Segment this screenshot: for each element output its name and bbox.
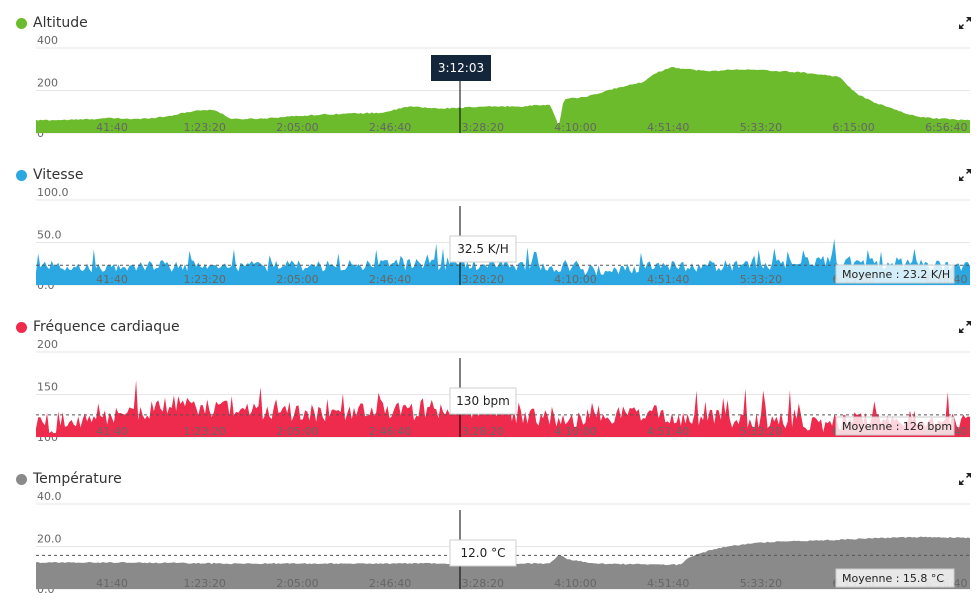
x-tick-label: 4:10:00 xyxy=(554,577,596,590)
x-tick-label: 4:10:00 xyxy=(554,425,596,438)
y-tick-label: 200 xyxy=(37,77,58,90)
chart-panel-vitesse: Vitesse 100.0 50.0 0.0 41:40 1:23:20 2:05:00 2:… xyxy=(0,152,980,304)
x-tick-label: 5:33:20 xyxy=(740,273,782,286)
y-tick-label: 400 xyxy=(37,34,58,47)
chart-plot: 100.050.00.0 41:40 1:23:20 2:05:00 2:46:40 3:… xyxy=(36,186,970,292)
x-tick-label: 5:33:20 xyxy=(740,577,782,590)
x-tick-label: 4:10:00 xyxy=(554,121,596,134)
legend-dot xyxy=(16,322,27,333)
chart-title: Température xyxy=(33,471,122,487)
x-tick-label: 2:46:40 xyxy=(369,577,411,590)
chart-title: Altitude xyxy=(33,15,88,31)
chart-title: Vitesse xyxy=(33,167,84,183)
area-series xyxy=(36,536,970,589)
area-series xyxy=(36,380,970,437)
x-tick-label: 4:51:40 xyxy=(647,121,689,134)
x-tick-label: 1:23:20 xyxy=(183,273,225,286)
x-tick-label: 4:51:40 xyxy=(647,425,689,438)
x-tick-label: 2:05:00 xyxy=(276,577,318,590)
x-tick-label: 41:40 xyxy=(96,121,128,134)
x-tick-label: 3:28:20 xyxy=(462,273,504,286)
area-series xyxy=(36,66,970,133)
x-tick-label: 3:28:20 xyxy=(462,577,504,590)
y-tick-label: 50.0 xyxy=(37,229,62,242)
chart-panel-frequence: Fréquence cardiaque 200 150 100 41:40 1:23:20… xyxy=(0,304,980,456)
cursor-tooltip-label: 130 bpm xyxy=(456,394,510,408)
x-tick-label: 3:28:20 xyxy=(462,425,504,438)
chart-plot: 400 200 0 41:40 1:23:20 2:05:00 2:46:40 3:28:20… xyxy=(36,34,970,140)
expand-icon[interactable] xyxy=(958,168,972,182)
x-tick-label: 1:23:20 xyxy=(183,121,225,134)
x-tick-label: 6:15:00 xyxy=(832,121,874,134)
chart-panel-altitude: Altitude 400 200 0 41:40 1:23:20 2:05:00 2:46:4… xyxy=(0,0,980,152)
x-tick-label: 6:56:40 xyxy=(925,121,967,134)
cursor-tooltip-label: 12.0 °C xyxy=(461,546,506,560)
x-tick-label: 1:23:20 xyxy=(183,425,225,438)
average-label: Moyenne : 15.8 °C xyxy=(842,572,944,585)
expand-icon[interactable] xyxy=(958,320,972,334)
average-label: Moyenne : 126 bpm xyxy=(842,420,952,433)
cursor-tooltip xyxy=(431,55,491,81)
y-tick-label: 0 xyxy=(37,127,44,140)
y-tick-label: 200 xyxy=(37,338,58,351)
chart-title: Fréquence cardiaque xyxy=(33,319,180,335)
x-tick-label: 5:33:20 xyxy=(740,121,782,134)
x-tick-label: 2:46:40 xyxy=(369,273,411,286)
x-tick-label: 2:46:40 xyxy=(369,425,411,438)
x-tick-label: 1:23:20 xyxy=(183,577,225,590)
chart-plot: 40.020.00.0 41:40 1:23:20 2:05:00 2:46:40 3:2… xyxy=(36,490,970,596)
x-tick-label: 2:46:40 xyxy=(369,121,411,134)
cursor-tooltip xyxy=(449,235,517,263)
cursor-tooltip-label: 3:12:03 xyxy=(438,61,484,75)
y-tick-label: 40.0 xyxy=(37,490,62,503)
area-series xyxy=(36,238,970,285)
x-tick-label: 4:51:40 xyxy=(647,577,689,590)
x-tick-label: 4:10:00 xyxy=(554,273,596,286)
x-tick-label: 2:05:00 xyxy=(276,121,318,134)
x-tick-label: 5:33:20 xyxy=(740,425,782,438)
x-tick-label: 41:40 xyxy=(96,273,128,286)
average-badge xyxy=(835,568,955,588)
y-tick-label: 20.0 xyxy=(37,533,62,546)
y-tick-label: 150 xyxy=(37,381,58,394)
cursor-tooltip-label: 32.5 K/H xyxy=(457,242,508,256)
x-tick-label: 3:28:20 xyxy=(462,121,504,134)
x-tick-label: 2:05:00 xyxy=(276,273,318,286)
y-tick-label: 100.0 xyxy=(37,186,69,199)
expand-icon[interactable] xyxy=(958,472,972,486)
average-badge xyxy=(835,416,955,436)
legend-dot xyxy=(16,170,27,181)
x-tick-label: 2:05:00 xyxy=(276,425,318,438)
expand-icon[interactable] xyxy=(958,16,972,30)
average-label: Moyenne : 23.2 K/H xyxy=(842,268,950,281)
x-tick-label: 41:40 xyxy=(96,425,128,438)
chart-panel-temperature: Température 40.0 20.0 0.0 41:40 1:23:20 2:05:0… xyxy=(0,456,980,608)
cursor-tooltip xyxy=(449,387,517,415)
x-tick-label: 4:51:40 xyxy=(647,273,689,286)
legend-dot xyxy=(16,474,27,485)
legend-dot xyxy=(16,18,27,29)
average-badge xyxy=(835,264,955,284)
cursor-tooltip xyxy=(449,539,517,567)
x-tick-label: 41:40 xyxy=(96,577,128,590)
